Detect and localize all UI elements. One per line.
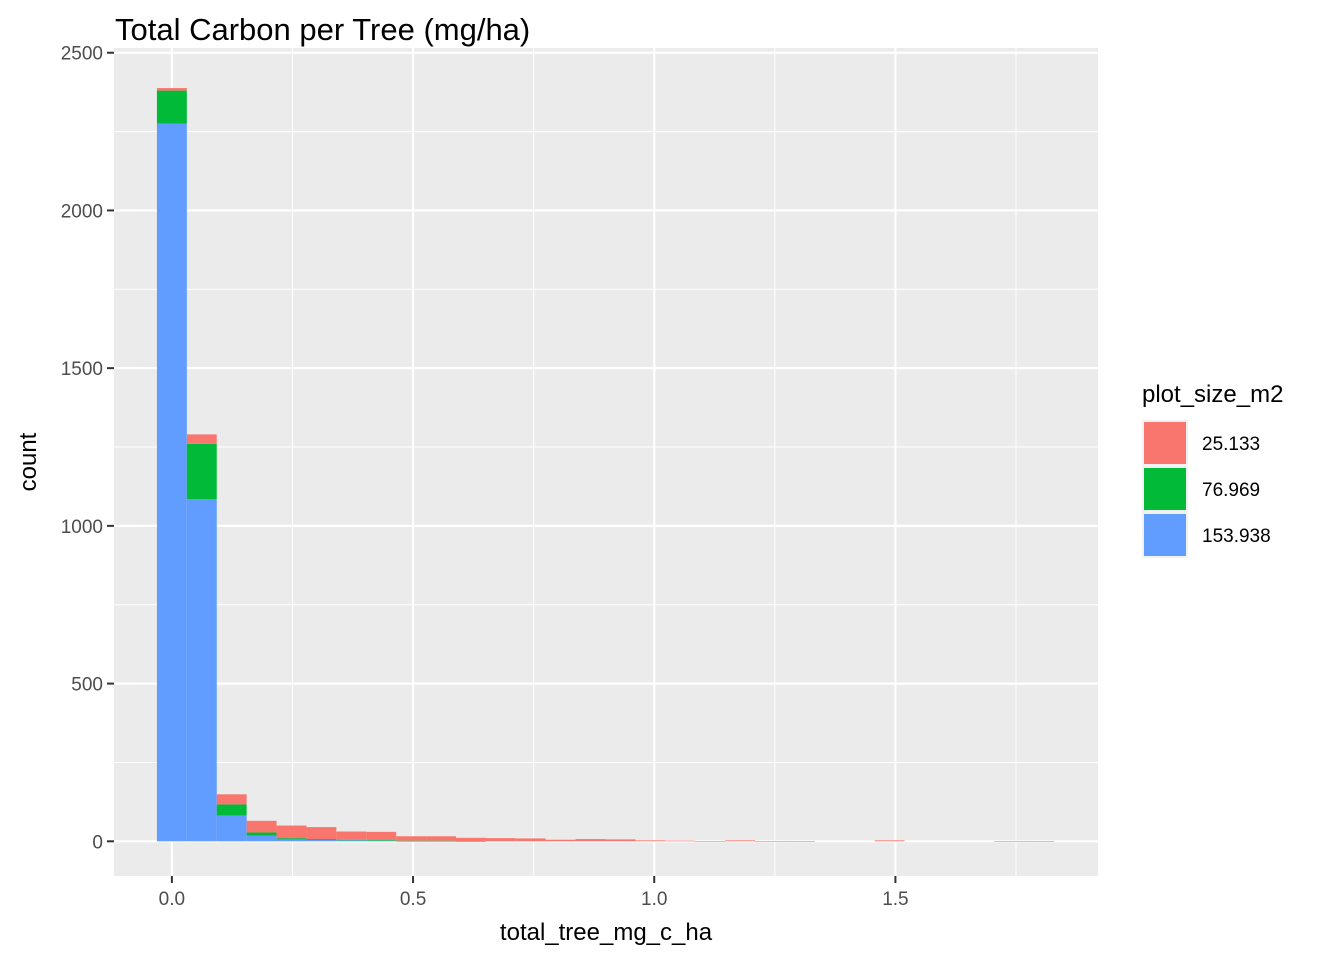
x-tick-label: 0.0 (159, 889, 185, 910)
bar-segment-25.133 (246, 820, 277, 833)
bar-segment-153.938 (336, 840, 367, 842)
x-tick-label: 1.5 (882, 889, 908, 910)
histogram-bars (156, 88, 1055, 842)
legend-label: 76.969 (1202, 480, 1260, 501)
legend-label: 25.133 (1202, 434, 1260, 455)
bar-segment-25.133 (366, 831, 397, 841)
bar-segment-76.969 (306, 839, 337, 841)
legend-key-153.938 (1144, 514, 1186, 556)
bar-segment-25.133 (994, 840, 1025, 842)
bar-segment-76.969 (156, 90, 187, 124)
bar-segment-25.133 (336, 831, 367, 840)
bar-segment-25.133 (515, 838, 546, 842)
y-tick-label: 500 (71, 675, 103, 696)
bar-segment-153.938 (156, 123, 187, 842)
bar-segment-76.969 (366, 840, 397, 841)
bar-segment-76.969 (455, 840, 486, 842)
bar-segment-153.938 (276, 839, 307, 842)
bar-segment-76.969 (246, 832, 277, 836)
bar-segment-25.133 (575, 839, 606, 842)
bar-segment-153.938 (396, 840, 427, 842)
bar-segment-25.133 (216, 794, 247, 805)
x-tick-label: 1.0 (641, 889, 667, 910)
bar-segment-25.133 (455, 837, 486, 841)
y-tick-label: 1000 (61, 517, 103, 538)
bar-segment-25.133 (186, 434, 217, 444)
bar-segment-25.133 (784, 840, 815, 842)
bar-segment-153.938 (426, 840, 456, 842)
legend-label: 153.938 (1202, 526, 1271, 547)
bar-segment-76.969 (276, 838, 307, 840)
bar-segment-25.133 (306, 827, 337, 840)
bar-segment-153.938 (216, 815, 247, 842)
y-axis-title: count (15, 432, 42, 491)
bar-segment-153.938 (186, 499, 217, 842)
y-tick-label: 0 (92, 832, 103, 853)
legend: plot_size_m2 25.133 76.969 153.938 (1142, 381, 1283, 558)
x-tick-label: 0.5 (400, 889, 426, 910)
plot-panel (114, 48, 1098, 876)
y-tick-label: 1500 (61, 359, 103, 380)
bar-segment-153.938 (366, 840, 397, 842)
bar-segment-76.969 (426, 840, 456, 842)
bar-segment-25.133 (1024, 840, 1055, 842)
bar-segment-25.133 (485, 838, 516, 842)
bar-segment-25.133 (545, 839, 576, 842)
legend-key-25.133 (1144, 422, 1186, 464)
bar-segment-25.133 (156, 88, 187, 91)
y-tick-label: 2500 (61, 44, 103, 65)
bar-segment-25.133 (755, 840, 785, 842)
bar-segment-76.969 (216, 804, 247, 816)
chart-title: Total Carbon per Tree (mg/ha) (115, 12, 530, 47)
bar-segment-25.133 (874, 840, 905, 842)
bar-segment-153.938 (246, 835, 277, 842)
bar-segment-76.969 (186, 443, 217, 500)
bar-segment-25.133 (426, 836, 456, 841)
bar-segment-76.969 (336, 839, 367, 841)
legend-key-76.969 (1144, 468, 1186, 510)
y-axis: 0 500 1000 1500 2000 2500 (61, 44, 114, 853)
y-tick-label: 2000 (61, 201, 103, 222)
bar-segment-25.133 (695, 840, 726, 842)
bar-segment-76.969 (396, 840, 427, 842)
x-axis: 0.0 0.5 1.0 1.5 (159, 876, 909, 910)
minor-gridlines (114, 48, 1098, 876)
bar-segment-25.133 (665, 840, 696, 842)
x-axis-title: total_tree_mg_c_ha (500, 919, 713, 946)
bar-segment-25.133 (276, 825, 307, 839)
legend-title: plot_size_m2 (1142, 381, 1283, 408)
bar-segment-153.938 (306, 840, 337, 842)
bar-segment-25.133 (396, 836, 427, 841)
bar-segment-25.133 (725, 840, 756, 842)
bar-segment-25.133 (635, 840, 666, 842)
bar-segment-25.133 (605, 839, 636, 842)
